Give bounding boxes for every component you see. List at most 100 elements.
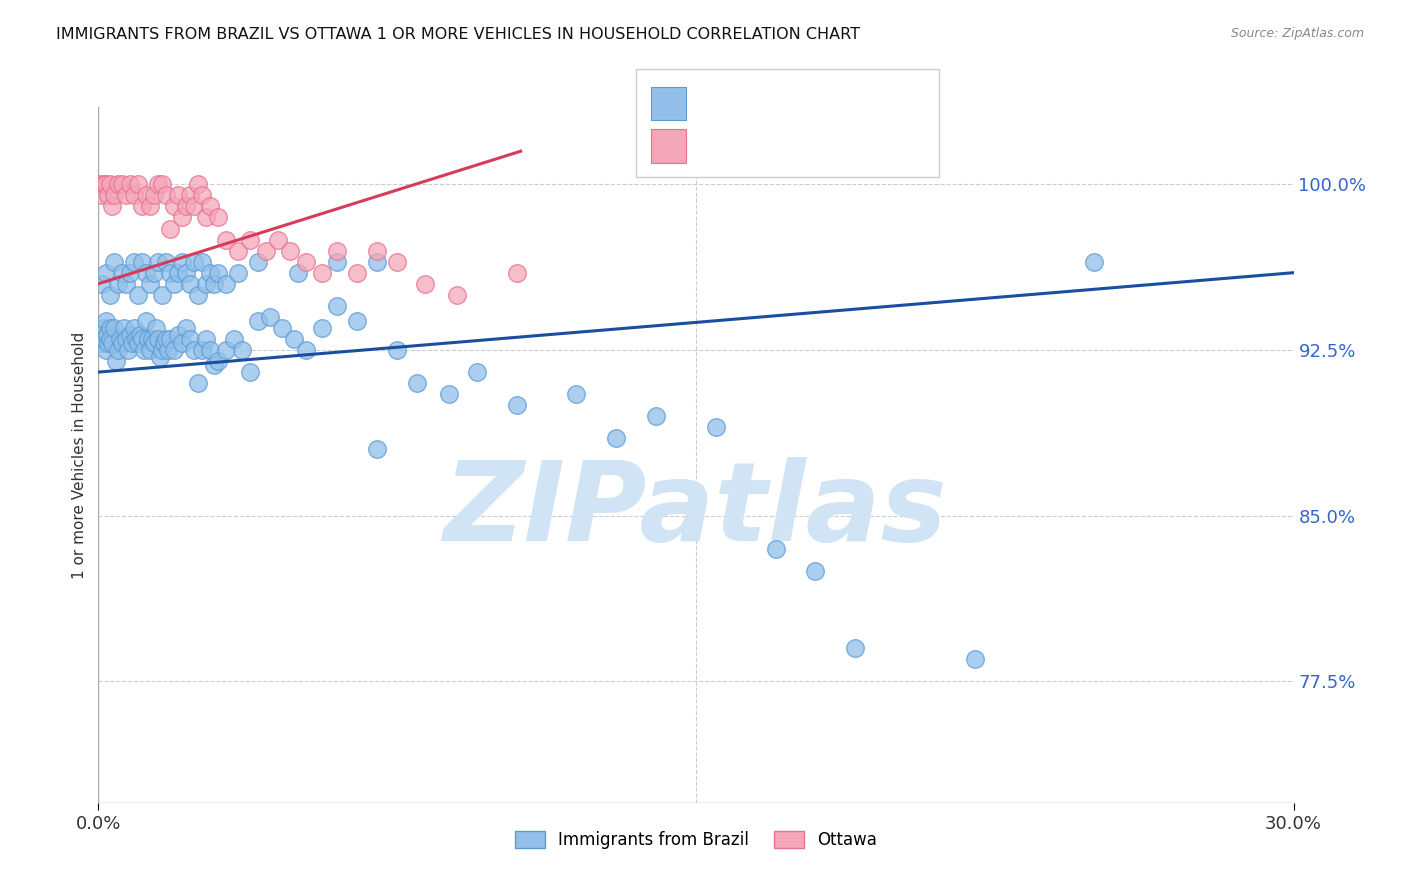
Point <box>198 343 221 357</box>
Point <box>704 420 727 434</box>
Point <box>115 188 138 202</box>
Point <box>385 343 409 357</box>
Y-axis label: 1 or more Vehicles in Household: 1 or more Vehicles in Household <box>72 331 87 579</box>
Point <box>215 277 238 291</box>
Point <box>97 188 120 202</box>
Point <box>110 332 132 346</box>
Point <box>207 354 229 368</box>
Point <box>207 211 229 225</box>
Point <box>167 188 190 202</box>
Point <box>172 211 194 225</box>
Point <box>231 343 253 357</box>
Point <box>179 188 201 202</box>
Point <box>326 254 349 268</box>
Point <box>179 277 201 291</box>
Text: R =  0.116   N = 116: R = 0.116 N = 116 <box>697 95 884 112</box>
Point <box>366 254 388 268</box>
Point <box>103 254 125 268</box>
Text: ZIPatlas: ZIPatlas <box>444 457 948 564</box>
Point <box>605 431 627 445</box>
Point <box>254 244 277 258</box>
Point <box>129 327 152 342</box>
Point <box>167 327 190 342</box>
Point <box>101 336 124 351</box>
Point <box>107 178 129 192</box>
Point <box>183 199 205 213</box>
Point <box>246 254 269 268</box>
Point <box>163 199 186 213</box>
Point <box>139 277 162 291</box>
Point <box>98 178 122 192</box>
Point <box>963 652 986 666</box>
Point <box>96 178 118 192</box>
Point <box>198 199 221 213</box>
Point <box>124 254 146 268</box>
Point <box>93 332 115 346</box>
Point <box>195 211 218 225</box>
Point <box>89 178 111 192</box>
Point <box>125 332 148 346</box>
Point <box>207 266 229 280</box>
Point <box>311 266 333 280</box>
Point <box>111 266 134 280</box>
Point <box>96 266 118 280</box>
Point <box>97 336 120 351</box>
Point <box>111 336 134 351</box>
Point <box>179 332 201 346</box>
Point <box>174 321 197 335</box>
Point <box>172 254 194 268</box>
Point <box>446 287 468 301</box>
Point <box>91 336 114 351</box>
Point <box>191 188 214 202</box>
Point <box>202 277 225 291</box>
Point <box>278 244 301 258</box>
Point <box>191 254 214 268</box>
Point <box>283 332 305 346</box>
Point <box>139 199 162 213</box>
Point <box>506 398 529 412</box>
Point <box>136 332 159 346</box>
Point <box>804 564 827 578</box>
Point <box>103 321 125 335</box>
Point <box>149 350 172 364</box>
Point <box>143 336 166 351</box>
Point <box>366 442 388 457</box>
Point <box>143 266 166 280</box>
Point <box>135 188 157 202</box>
Point <box>139 343 162 357</box>
Point <box>385 254 409 268</box>
Point <box>167 266 190 280</box>
Point <box>183 254 205 268</box>
Point <box>101 199 124 213</box>
Point <box>346 314 368 328</box>
Point <box>145 321 167 335</box>
Point <box>91 277 114 291</box>
Point <box>159 221 181 235</box>
Point <box>150 178 173 192</box>
Point <box>270 321 292 335</box>
Legend: Immigrants from Brazil, Ottawa: Immigrants from Brazil, Ottawa <box>506 822 886 857</box>
Point <box>127 336 149 351</box>
Point <box>172 336 194 351</box>
Point <box>111 178 134 192</box>
Point <box>141 332 163 346</box>
Point <box>96 327 118 342</box>
Text: Source: ZipAtlas.com: Source: ZipAtlas.com <box>1230 27 1364 40</box>
Point <box>215 343 238 357</box>
Point <box>174 266 197 280</box>
Point <box>191 343 214 357</box>
Point <box>294 343 316 357</box>
Point <box>124 188 146 202</box>
Point <box>159 332 181 346</box>
Point <box>117 343 139 357</box>
Point <box>120 327 142 342</box>
Point <box>112 321 135 335</box>
Point <box>115 332 138 346</box>
Point <box>131 199 153 213</box>
Point <box>226 266 249 280</box>
Point <box>1083 254 1105 268</box>
Point <box>90 327 112 342</box>
Point <box>437 387 460 401</box>
Point <box>202 359 225 373</box>
Point <box>159 266 181 280</box>
